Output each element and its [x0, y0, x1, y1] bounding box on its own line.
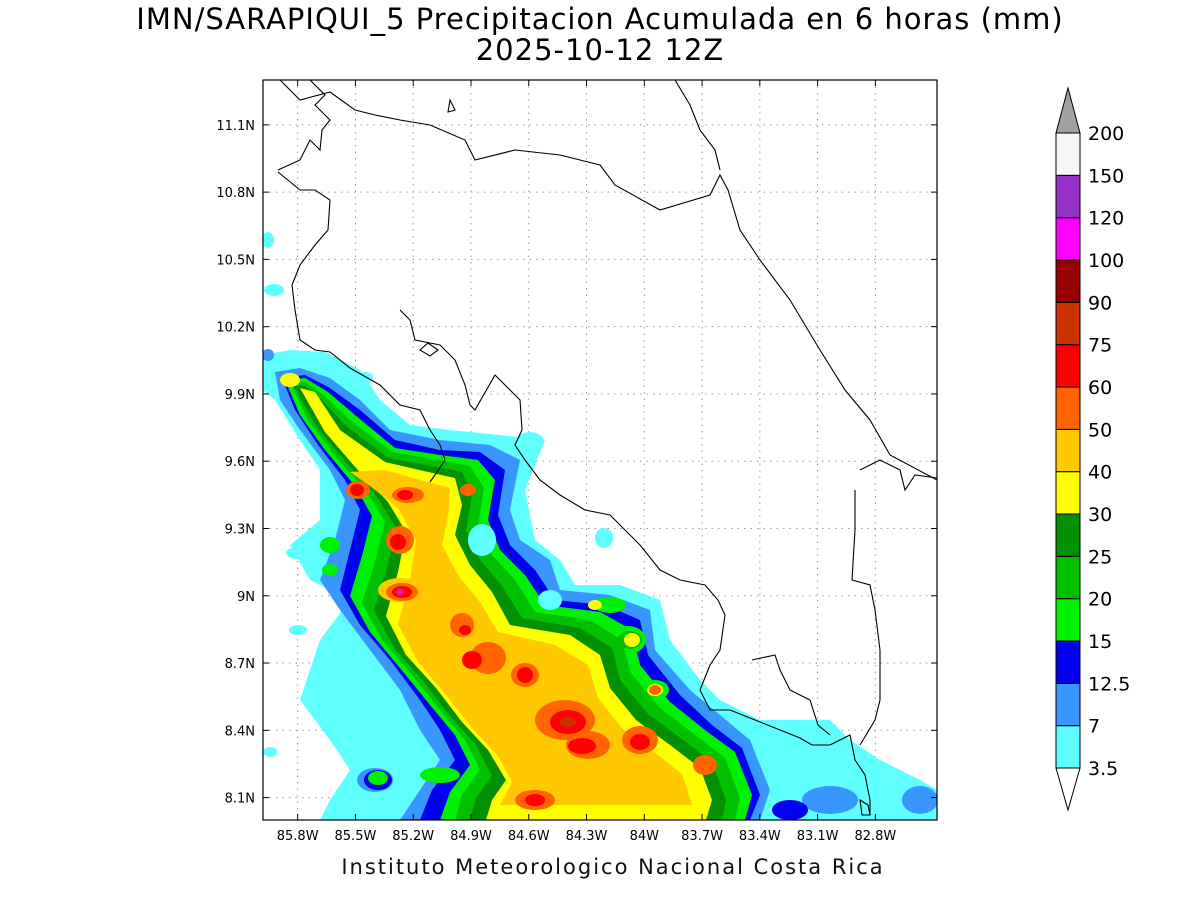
colorbar-label: 20: [1088, 589, 1112, 611]
precip-level-100: [397, 589, 403, 595]
credit-text: Instituto Meteorologico Nacional Costa R…: [341, 855, 885, 879]
y-tick-label: 11.1N: [216, 119, 255, 134]
coastlines-borders: [277, 80, 937, 816]
colorbar-swatch: [1055, 725, 1081, 769]
colorbar-swatch: [1055, 598, 1081, 642]
colorbar-label: 30: [1088, 504, 1112, 526]
y-tick-label: 9N: [237, 590, 255, 605]
colorbar-swatch: [1055, 301, 1081, 346]
colorbar-label: 25: [1088, 546, 1112, 568]
x-tick-label: 84.3W: [566, 829, 608, 844]
precip-level-75: [395, 588, 576, 727]
y-tick-label: 8.1N: [225, 792, 255, 807]
chart-subtitle-datetime: 2025-10-12 12Z: [475, 33, 725, 67]
y-tick-label: 9.6N: [225, 455, 255, 470]
colorbar-label: 40: [1088, 462, 1112, 484]
colorbar-swatch: [1055, 428, 1081, 473]
y-tick-label: 8.7N: [225, 657, 255, 672]
colorbar-label: 90: [1088, 292, 1112, 314]
colorbar-label: 100: [1088, 250, 1124, 272]
x-tick-label: 85.5W: [335, 829, 377, 844]
colorbar-swatch: [1055, 259, 1081, 303]
colorbar-swatch: [1055, 217, 1081, 261]
colorbar-label: 50: [1088, 419, 1112, 441]
colorbar-swatch: [1055, 386, 1081, 430]
x-tick-label: 83.7W: [681, 829, 723, 844]
colorbar: 3.5 7 12.5 15 20 25 30 40 50 60 75 90 100 120 150 200: [1055, 86, 1130, 812]
y-tick-label: 10.5N: [216, 253, 255, 268]
y-tick-label: 9.3N: [225, 522, 255, 537]
x-tick-label: 82.8W: [854, 829, 896, 844]
y-tick-label: 10.8N: [216, 186, 255, 201]
colorbar-label: 120: [1088, 208, 1124, 230]
colorbar-label: 75: [1088, 335, 1112, 357]
colorbar-swatch: [1055, 555, 1081, 600]
colorbar-label: 60: [1088, 377, 1112, 399]
colorbar-label: 12.5: [1088, 673, 1130, 695]
colorbar-swatch: [1055, 640, 1081, 684]
x-tick-label: 83.1W: [797, 829, 839, 844]
colorbar-swatch: [1055, 471, 1081, 515]
colorbar-swatch: [1055, 174, 1081, 219]
map-frame: [262, 79, 938, 821]
precip-holes: [468, 524, 562, 610]
colorbar-swatch: [1055, 344, 1081, 388]
colorbar-upper-arrow: [1055, 86, 1081, 134]
axis-ticks: 85.8W 85.5W 85.2W 84.9W 84.6W 84.3W 84W 83.7W 83…: [216, 80, 937, 844]
x-tick-label: 84.6W: [508, 829, 550, 844]
y-tick-label: 8.4N: [225, 724, 255, 739]
x-tick-label: 85.2W: [392, 829, 434, 844]
x-tick-label: 85.8W: [277, 829, 319, 844]
colorbar-swatch: [1055, 513, 1081, 557]
colorbar-label: 200: [1088, 123, 1124, 145]
y-tick-label: 10.2N: [216, 321, 255, 336]
colorbar-label: 150: [1088, 165, 1124, 187]
colorbar-swatch: [1055, 132, 1081, 176]
colorbar-label: 7: [1088, 716, 1100, 738]
x-tick-label: 84.9W: [450, 829, 492, 844]
precipitation-field: [263, 232, 937, 820]
chart-title: IMN/SARAPIQUI_5 Precipitacion Acumulada …: [136, 2, 1064, 36]
colorbar-swatch: [1055, 682, 1081, 727]
colorbar-lower-arrow: [1055, 767, 1081, 812]
colorbar-label: 15: [1088, 631, 1112, 653]
colorbar-label: 3.5: [1088, 758, 1118, 780]
y-tick-label: 9.9N: [225, 388, 255, 403]
x-tick-label: 84W: [630, 829, 660, 844]
x-tick-label: 83.4W: [739, 829, 781, 844]
